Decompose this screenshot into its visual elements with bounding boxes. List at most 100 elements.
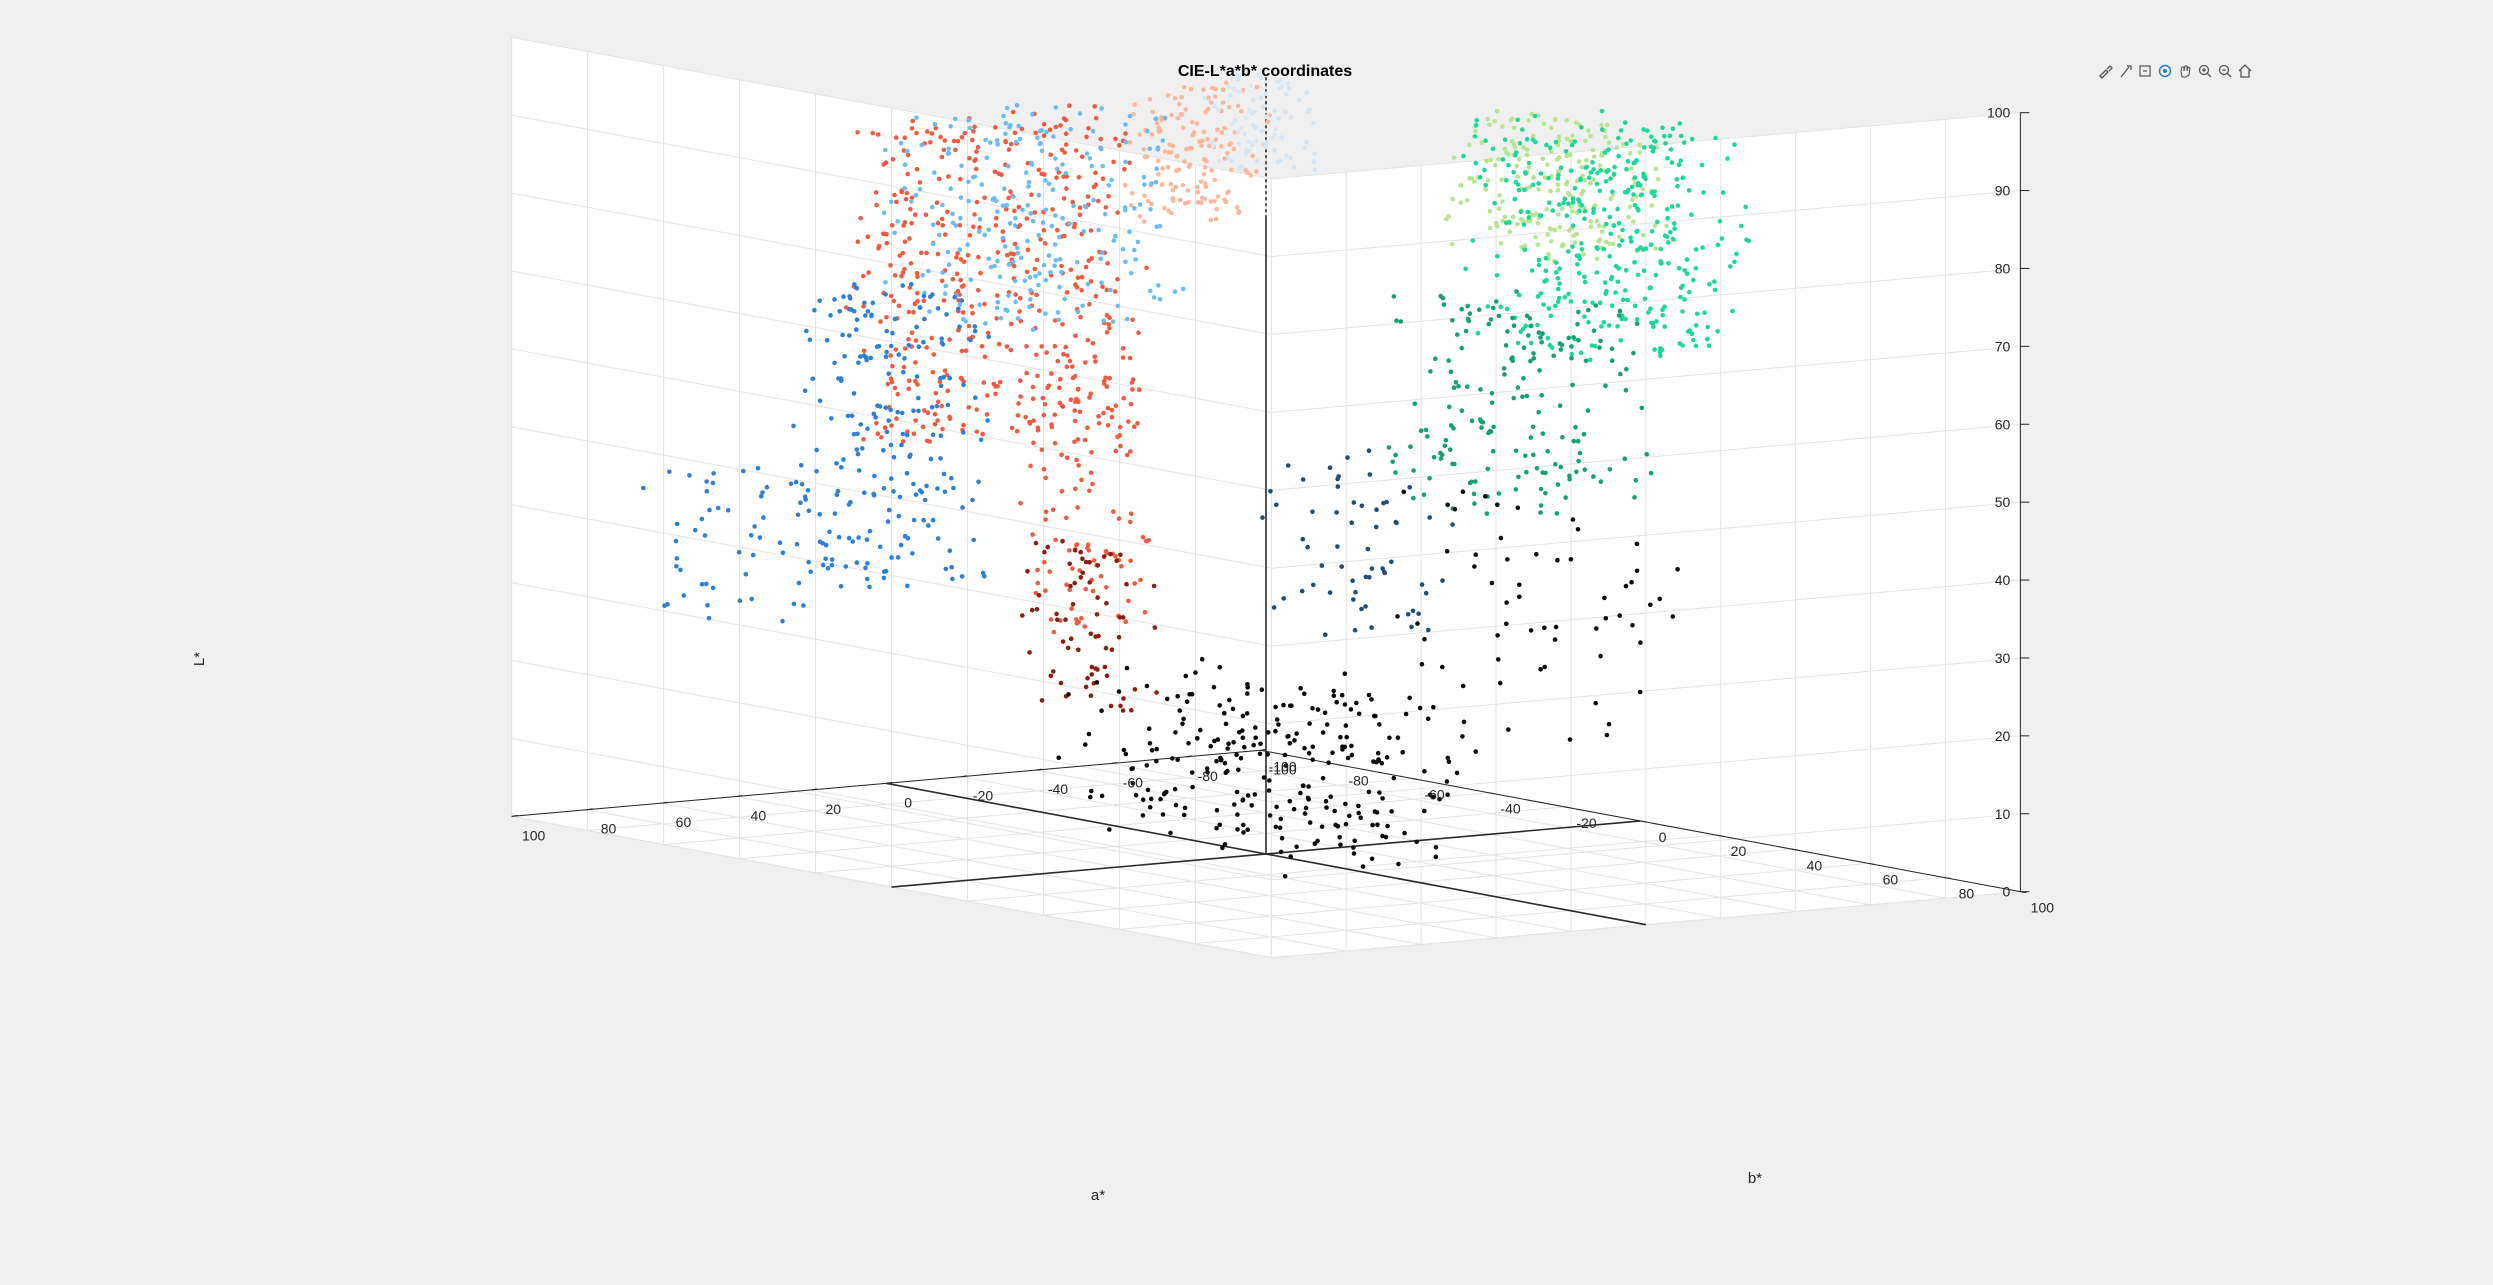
- data-point: [1641, 127, 1646, 132]
- data-point: [1288, 115, 1294, 120]
- data-point: [1534, 466, 1540, 471]
- data-point: [1152, 625, 1158, 630]
- data-tips-button[interactable]: [2116, 61, 2134, 81]
- data-point: [1098, 256, 1104, 262]
- data-point: [973, 395, 978, 401]
- data-point: [1235, 827, 1240, 832]
- pan-icon: [2180, 65, 2191, 78]
- data-point: [1304, 140, 1310, 145]
- data-point: [1588, 224, 1594, 229]
- data-point: [925, 410, 931, 416]
- data-point: [968, 277, 974, 283]
- brush-data-button[interactable]: [2096, 61, 2114, 81]
- data-point: [1555, 182, 1561, 187]
- data-point: [1230, 706, 1236, 712]
- data-point: [1586, 128, 1591, 133]
- data-point: [1102, 664, 1108, 670]
- y-tick-label: -80: [1348, 772, 1368, 788]
- data-point: [1100, 284, 1105, 290]
- data-point: [1033, 273, 1038, 279]
- data-point: [1693, 343, 1699, 349]
- data-point: [937, 379, 943, 385]
- data-point: [950, 576, 955, 582]
- data-point: [1315, 707, 1321, 712]
- data-point: [1564, 136, 1570, 142]
- data-point: [1108, 551, 1113, 557]
- data-point: [1300, 477, 1306, 482]
- data-point: [687, 473, 692, 478]
- data-point: [1603, 179, 1609, 184]
- data-point: [947, 416, 953, 422]
- zoom-in-button[interactable]: [2196, 61, 2214, 81]
- data-point: [1026, 180, 1032, 185]
- data-point: [940, 202, 945, 208]
- data-point: [986, 256, 992, 262]
- data-point: [957, 222, 963, 228]
- data-point: [1212, 94, 1218, 99]
- data-point: [1069, 606, 1074, 611]
- pan-button[interactable]: [2176, 61, 2194, 81]
- data-point: [1535, 221, 1541, 226]
- data-point: [1331, 688, 1336, 694]
- data-point: [1278, 158, 1283, 163]
- data-point: [1479, 140, 1484, 145]
- data-point: [1425, 434, 1430, 439]
- data-point: [743, 571, 749, 577]
- data-point: [1189, 691, 1195, 697]
- data-point: [1511, 141, 1517, 147]
- data-point: [1609, 358, 1615, 364]
- export-button[interactable]: [2136, 61, 2154, 81]
- data-point: [1072, 418, 1078, 424]
- data-point: [1444, 216, 1449, 222]
- data-point: [851, 391, 857, 396]
- z-tick-label: 10: [1995, 806, 2011, 822]
- data-point: [1658, 246, 1664, 252]
- data-point: [1125, 452, 1130, 458]
- data-point: [961, 283, 966, 288]
- data-point: [914, 130, 919, 136]
- data-point: [1086, 731, 1092, 737]
- data-point: [1003, 207, 1009, 212]
- data-point: [1650, 149, 1656, 154]
- data-point: [793, 479, 799, 485]
- data-point: [1581, 252, 1586, 257]
- data-point: [1460, 683, 1466, 689]
- data-point: [1500, 124, 1505, 129]
- data-point: [1053, 156, 1058, 161]
- data-point: [865, 426, 870, 432]
- data-point: [1142, 193, 1147, 198]
- data-point: [1658, 261, 1664, 266]
- data-point: [1219, 756, 1224, 762]
- data-point: [1511, 125, 1517, 131]
- data-point: [808, 569, 813, 575]
- data-point: [704, 489, 710, 494]
- data-point: [1616, 266, 1621, 271]
- data-point: [1043, 588, 1048, 593]
- data-point: [910, 551, 915, 556]
- data-point: [1167, 142, 1172, 148]
- data-point: [1675, 183, 1680, 189]
- data-point: [901, 369, 906, 375]
- data-point: [1574, 469, 1579, 475]
- rotate-3d-button[interactable]: [2156, 61, 2174, 81]
- data-point: [1632, 260, 1637, 265]
- data-point: [1228, 93, 1233, 98]
- data-point: [1103, 205, 1109, 210]
- data-point: [974, 429, 980, 435]
- zoom-out-button[interactable]: [2216, 61, 2234, 81]
- data-point: [1104, 550, 1109, 556]
- data-point: [748, 533, 754, 538]
- data-point: [715, 505, 721, 511]
- data-point: [1530, 133, 1536, 139]
- data-point: [1516, 474, 1521, 480]
- series-7: [1386, 289, 1654, 516]
- home-button[interactable]: [2236, 61, 2254, 81]
- data-point: [1516, 292, 1522, 298]
- data-point: [1087, 559, 1092, 565]
- data-point: [1054, 175, 1059, 180]
- data-point: [1174, 154, 1180, 159]
- data-point: [1130, 317, 1135, 323]
- data-point: [995, 142, 1000, 147]
- data-point: [1557, 202, 1562, 207]
